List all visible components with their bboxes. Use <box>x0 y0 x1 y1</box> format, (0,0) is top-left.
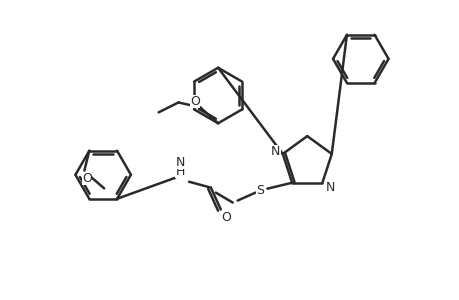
Text: O: O <box>220 211 230 224</box>
Text: S: S <box>256 184 264 197</box>
Text: N: N <box>270 146 280 158</box>
Text: O: O <box>190 95 200 108</box>
Text: N: N <box>325 181 334 194</box>
Text: O: O <box>82 172 92 185</box>
Text: H: H <box>175 165 185 178</box>
Text: N: N <box>175 156 185 170</box>
